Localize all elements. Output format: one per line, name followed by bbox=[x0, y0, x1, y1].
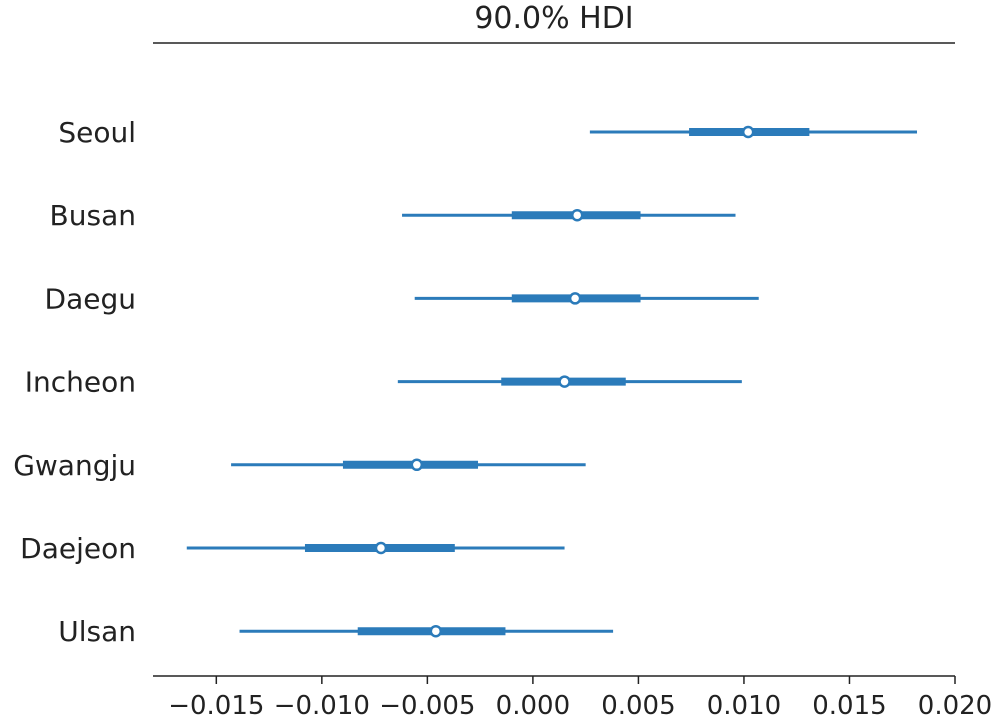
chart-title: 90.0% HDI bbox=[474, 1, 633, 36]
y-label: Daejeon bbox=[20, 532, 136, 565]
forest-row-seoul: Seoul bbox=[58, 116, 918, 149]
forest-row-daejeon: Daejeon bbox=[20, 532, 565, 565]
median-point bbox=[374, 541, 388, 555]
y-label: Daegu bbox=[45, 282, 136, 315]
median-point bbox=[570, 208, 584, 222]
x-tick-label: 0.010 bbox=[707, 691, 781, 721]
forest-row-ulsan: Ulsan bbox=[58, 615, 614, 648]
median-point bbox=[410, 458, 424, 472]
median-point bbox=[568, 292, 582, 305]
x-tick-label: −0.010 bbox=[274, 691, 370, 721]
y-label: Gwangju bbox=[13, 449, 136, 482]
median-point bbox=[741, 125, 755, 139]
forest-row-busan: Busan bbox=[50, 199, 736, 232]
y-label: Busan bbox=[50, 199, 136, 232]
x-tick-label: 0.015 bbox=[812, 691, 886, 721]
x-tick-label: 0.005 bbox=[601, 691, 675, 721]
y-label: Incheon bbox=[25, 366, 136, 399]
x-tick-label: −0.015 bbox=[168, 691, 264, 721]
y-label: Ulsan bbox=[58, 615, 136, 648]
x-tick-label: 0.000 bbox=[496, 691, 570, 721]
x-tick-label: −0.005 bbox=[379, 691, 475, 721]
forest-row-daegu: Daegu bbox=[45, 282, 759, 315]
x-axis-ticks: −0.015 −0.010 −0.005 0.000 0.005 0.010 0.015 0.… bbox=[168, 676, 992, 721]
median-point bbox=[558, 375, 571, 388]
x-tick-label: 0.020 bbox=[918, 691, 992, 721]
forest-row-gwangju: Gwangju bbox=[13, 449, 586, 482]
forest-row-incheon: Incheon bbox=[25, 366, 742, 399]
y-label: Seoul bbox=[58, 116, 136, 149]
median-point bbox=[429, 624, 443, 638]
forest-rows: Seoul Busan Daegu Incheon Gwangju Daejeon Ulsa… bbox=[13, 116, 918, 648]
